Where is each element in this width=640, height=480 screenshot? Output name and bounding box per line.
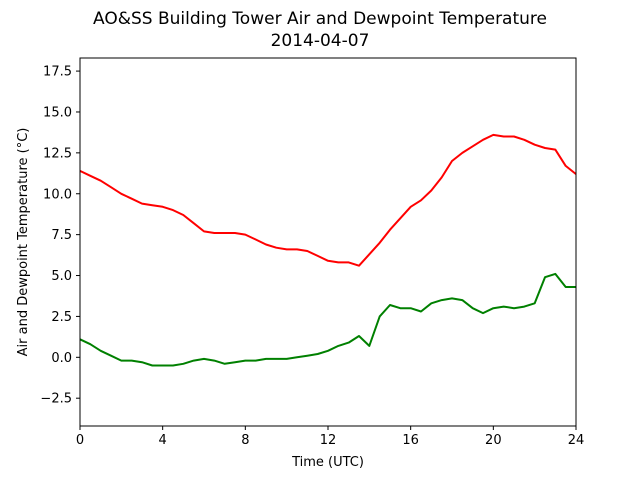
x-tick-label: 0 — [76, 433, 84, 448]
y-tick-label: 10.0 — [43, 187, 72, 202]
x-tick-label: 8 — [241, 433, 249, 448]
x-tick-label: 4 — [159, 433, 167, 448]
y-tick-label: 17.5 — [43, 65, 72, 80]
y-tick-label: −2.5 — [40, 392, 72, 407]
x-axis: 0 4 8 12 16 20 24 — [76, 426, 584, 448]
series-layer — [79, 133, 577, 367]
y-axis-label: Air and Dewpoint Temperature (°C) — [16, 128, 31, 357]
y-tick-label: 15.0 — [43, 105, 72, 120]
plot-frame — [79, 57, 577, 427]
y-tick-label: 12.5 — [43, 146, 72, 161]
chart-subtitle: 2014-04-07 — [271, 31, 370, 51]
x-tick-label: 24 — [568, 433, 585, 448]
y-tick-label: 2.5 — [51, 310, 72, 325]
series-line-2 — [79, 272, 576, 367]
chart-title: AO&SS Building Tower Air and Dewpoint Te… — [93, 9, 547, 29]
x-tick-label: 20 — [485, 433, 502, 448]
y-tick-label: 7.5 — [51, 228, 72, 243]
y-axis: −2.5 0.0 2.5 5.0 7.5 10.0 12.5 15.0 17.5 — [40, 65, 80, 407]
x-axis-label: Time (UTC) — [291, 455, 364, 470]
y-tick-label: 0.0 — [51, 351, 72, 366]
x-tick-label: 16 — [402, 433, 419, 448]
x-tick-label: 12 — [320, 433, 337, 448]
series-line-1 — [79, 133, 577, 267]
y-tick-label: 5.0 — [51, 269, 72, 284]
